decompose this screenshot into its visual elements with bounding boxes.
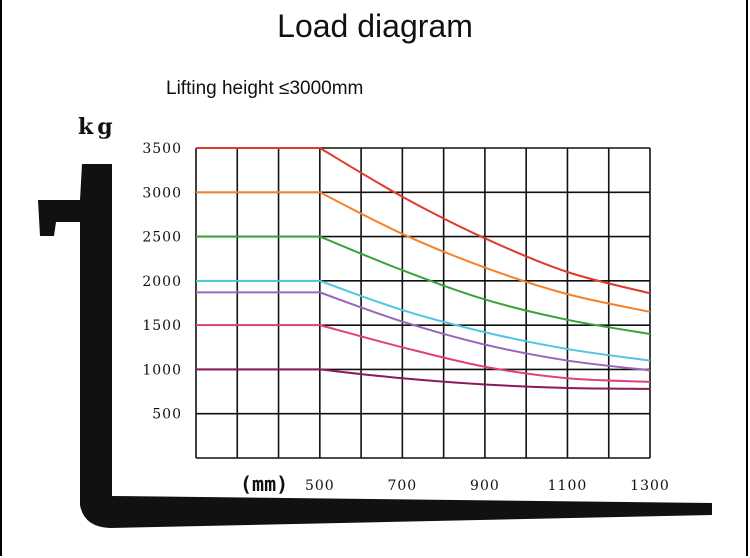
y-tick-label: 500 [152,407,182,423]
y-tick-label: 3500 [142,141,182,157]
y-tick-label: 2000 [142,274,182,290]
x-axis-unit-label: (mm) [240,472,289,496]
chart-grid [195,147,651,459]
y-tick-label: 1500 [142,318,182,334]
y-tick-label: 3000 [142,185,182,201]
page-title: Load diagram [277,8,473,44]
x-tick-label: 1300 [630,478,670,494]
series-line [196,191,651,313]
x-tick-label: 900 [470,478,500,494]
series-line [196,368,651,390]
chart-subtitle: Lifting height ≤3000mm [166,78,364,99]
x-tick-labels: 500 700 900 1100 1300 [305,478,670,494]
y-tick-labels: 3500 3000 2500 2000 1500 1000 500 [142,141,182,423]
y-tick-label: 1000 [142,362,182,378]
y-tick-label: 2500 [142,230,182,246]
x-tick-label: 500 [305,478,335,494]
series-line [196,291,651,372]
series-line [196,147,651,295]
series-line [196,324,651,383]
series-line [196,235,651,335]
x-tick-label: 700 [387,478,417,494]
series-line [196,279,651,362]
forklift-fork-icon [38,164,712,528]
y-axis-label: kg [78,114,117,140]
x-tick-label: 1100 [548,478,588,494]
chart-series [196,147,651,390]
